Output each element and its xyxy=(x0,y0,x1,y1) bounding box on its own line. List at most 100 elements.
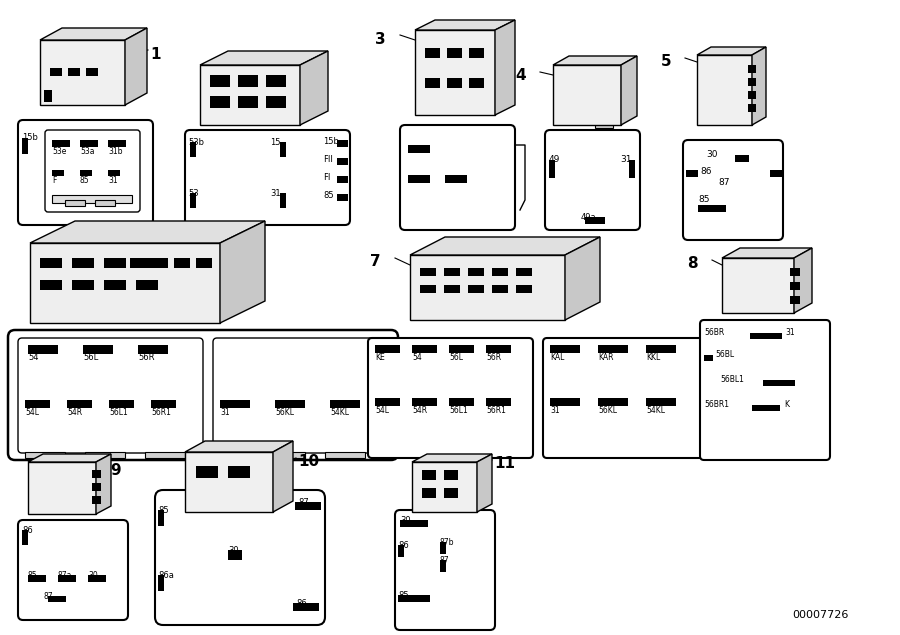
Text: 7: 7 xyxy=(371,254,381,269)
FancyBboxPatch shape xyxy=(683,140,783,240)
Bar xyxy=(686,170,698,177)
Bar xyxy=(86,68,98,76)
FancyBboxPatch shape xyxy=(395,510,495,630)
Bar xyxy=(72,258,94,268)
Bar xyxy=(763,380,795,386)
Bar xyxy=(65,200,85,206)
FancyBboxPatch shape xyxy=(18,120,153,225)
Text: KE: KE xyxy=(375,353,385,362)
FancyBboxPatch shape xyxy=(185,130,350,225)
Bar xyxy=(722,258,794,313)
Bar xyxy=(440,542,446,554)
FancyBboxPatch shape xyxy=(543,338,703,458)
Text: 85: 85 xyxy=(28,571,38,580)
Bar xyxy=(190,142,196,157)
Bar xyxy=(585,217,605,224)
Bar xyxy=(145,452,185,458)
Bar xyxy=(398,545,404,557)
Bar xyxy=(44,90,52,102)
Text: 30: 30 xyxy=(228,546,238,555)
Polygon shape xyxy=(495,20,515,115)
Polygon shape xyxy=(40,28,147,40)
Bar xyxy=(30,243,220,323)
Bar xyxy=(550,398,580,406)
Bar xyxy=(275,400,305,408)
Text: 87: 87 xyxy=(298,498,309,507)
Bar xyxy=(22,530,28,545)
Bar xyxy=(152,258,168,268)
Bar xyxy=(444,268,460,276)
Bar xyxy=(138,345,168,354)
Bar xyxy=(595,120,613,128)
Text: 86: 86 xyxy=(22,526,32,535)
Bar xyxy=(40,40,125,105)
Bar xyxy=(410,255,565,320)
FancyBboxPatch shape xyxy=(18,338,203,453)
Text: 9: 9 xyxy=(110,463,121,478)
Text: 54KL: 54KL xyxy=(646,406,665,415)
Text: FI: FI xyxy=(323,173,330,182)
Bar xyxy=(293,603,319,611)
Text: 5: 5 xyxy=(661,54,671,69)
Bar xyxy=(266,75,286,87)
Polygon shape xyxy=(30,221,265,243)
Bar xyxy=(108,170,120,176)
Bar xyxy=(265,452,305,458)
Bar xyxy=(337,140,348,147)
Bar xyxy=(25,400,50,408)
Bar xyxy=(108,140,126,147)
Text: 54: 54 xyxy=(412,353,422,362)
Bar xyxy=(486,345,511,353)
Bar xyxy=(174,258,190,268)
Bar xyxy=(238,75,258,87)
Bar xyxy=(52,140,70,147)
Polygon shape xyxy=(565,237,600,320)
Text: 15b: 15b xyxy=(22,133,38,142)
Text: 87: 87 xyxy=(43,592,53,601)
Text: KAL: KAL xyxy=(550,353,564,362)
Bar xyxy=(469,78,484,88)
Bar xyxy=(210,75,230,87)
Bar xyxy=(40,280,62,290)
Text: KAR: KAR xyxy=(598,353,614,362)
Polygon shape xyxy=(28,454,111,462)
Text: 85: 85 xyxy=(698,195,709,204)
Text: 53: 53 xyxy=(188,189,199,198)
Text: 54: 54 xyxy=(28,353,39,362)
Bar xyxy=(468,268,484,276)
Polygon shape xyxy=(410,237,600,255)
Text: 53a: 53a xyxy=(80,147,94,156)
Text: 56L: 56L xyxy=(449,353,463,362)
Bar xyxy=(80,170,92,176)
Text: 86a: 86a xyxy=(158,571,174,580)
Bar xyxy=(210,96,230,108)
Text: 85: 85 xyxy=(323,191,334,200)
Text: 30: 30 xyxy=(400,516,410,525)
Bar xyxy=(337,194,348,201)
Bar xyxy=(58,575,76,582)
Bar xyxy=(266,96,286,108)
Bar xyxy=(220,400,250,408)
Text: 4: 4 xyxy=(516,68,526,83)
Text: 53b: 53b xyxy=(188,138,204,147)
Text: 86: 86 xyxy=(700,167,712,176)
Bar xyxy=(698,205,726,212)
Bar xyxy=(400,520,428,527)
Text: 86: 86 xyxy=(398,541,409,550)
Bar xyxy=(151,400,176,408)
Text: 87: 87 xyxy=(718,178,730,187)
Text: 87: 87 xyxy=(440,556,450,565)
Bar xyxy=(750,333,782,339)
Bar xyxy=(52,195,132,203)
Bar xyxy=(412,398,437,406)
Bar xyxy=(280,193,286,208)
Text: 00007726: 00007726 xyxy=(792,610,848,620)
Bar xyxy=(420,285,436,293)
Bar xyxy=(238,96,258,108)
Bar xyxy=(449,398,474,406)
Bar xyxy=(280,142,286,157)
Bar xyxy=(88,575,106,582)
Bar xyxy=(330,400,360,408)
Text: 2: 2 xyxy=(277,63,288,78)
Text: 3: 3 xyxy=(375,32,386,47)
